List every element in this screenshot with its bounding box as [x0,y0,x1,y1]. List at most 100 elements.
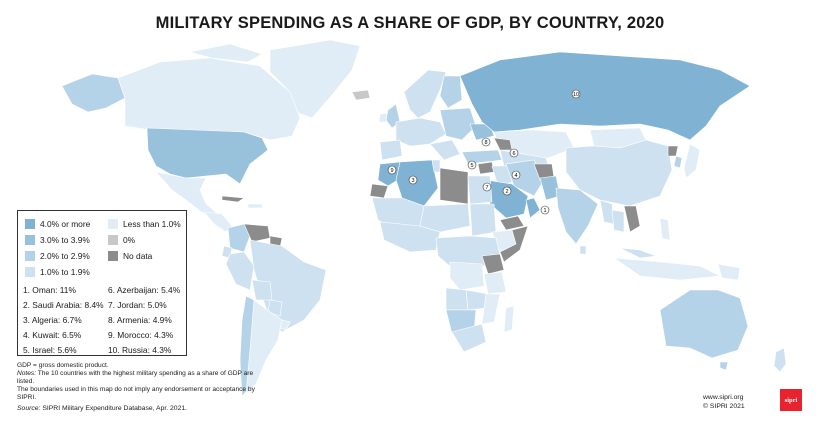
tasmania [719,361,729,371]
country-marker-5: 5 [467,160,477,170]
rank-item-5: 5. Israel: 5.6% [23,345,77,355]
legend-label: 2.0% to 2.9% [40,251,90,261]
malaysia [619,247,657,259]
iceland [351,89,371,101]
uruguay [279,319,291,331]
country-marker-2: 2 [502,186,512,196]
ireland [378,112,388,123]
legend-item-4-or-more: 4.0% or more [25,218,90,230]
india [555,187,599,245]
legend-swatch [25,267,35,277]
country-marker-6: 6 [509,148,519,158]
legend-item-zero: 0% [108,234,135,246]
logo-text: sipri [784,396,798,404]
legend-label: 4.0% or more [40,219,91,229]
iraq [491,165,513,187]
sipri-logo: sipri [780,389,802,411]
iran [505,159,545,197]
marker-label: 7 [485,185,488,191]
caucasus [493,137,513,151]
cuba [221,195,245,203]
legend-label: 0% [123,235,136,245]
legend-item-no-data: No data [108,250,152,262]
rank-item-3: 3. Algeria: 6.7% [23,315,82,325]
legend-swatch [108,235,118,245]
turkey [461,149,503,165]
legend-box: 4.0% or more 3.0% to 3.9% 2.0% to 2.9% 1… [17,210,187,356]
argentina [245,299,283,395]
legend-swatch [25,219,35,229]
colombia [227,223,251,253]
country-marker-3: 3 [408,175,418,185]
png [717,263,741,281]
country-marker-7: 7 [482,182,492,192]
sudan [469,203,497,237]
western-europe [395,117,447,147]
russia [459,51,751,141]
east-africa [481,253,505,275]
legend-label: 1.0% to 1.9% [40,267,90,277]
eastern-europe [439,107,477,141]
marker-label: 1 [543,208,546,214]
country-marker-4: 4 [511,170,521,180]
mozambique [481,293,501,325]
alaska [61,73,126,113]
copyright: © SIPRI 2021 [703,403,745,410]
philippines [659,217,671,241]
norway-sweden [403,69,447,119]
legend-item-1-to-1.9: 1.0% to 1.9% [25,266,90,278]
marker-label: 10 [573,92,579,98]
caribbean [247,203,263,209]
new-zealand [773,347,787,373]
western-sahara [369,183,389,199]
rank-item-10: 10. Russia: 4.3% [108,345,172,355]
australia [659,289,749,359]
legend-swatch [108,251,118,261]
laos-vietnam [623,205,641,233]
japan [683,143,701,179]
oman [525,197,541,219]
rank-item-2: 2. Saudi Arabia: 8.4% [23,300,104,310]
peru [225,251,255,291]
mexico [155,171,219,215]
credit-block: www.sipri.org © SIPRI 2021 [703,393,745,411]
indonesia [612,257,722,281]
marker-label: 6 [512,151,515,157]
rank-item-9: 9. Morocco: 4.3% [108,330,174,340]
legend-label: Less than 1.0% [123,219,181,229]
legend-swatch [108,219,118,229]
angola [445,287,469,311]
legend-swatch [25,251,35,261]
rank-item-1: 1. Oman: 11% [23,285,76,295]
country-marker-1: 1 [540,205,550,215]
notes-paragraph: Notes: The 10 countries with the highest… [17,370,257,386]
west-africa [379,221,441,253]
legend-label: No data [123,251,153,261]
boundaries-note: The boundaries used in this map do not i… [17,386,255,401]
marker-label: 2 [505,189,508,195]
marker-label: 8 [484,140,487,146]
bolivia [251,279,273,301]
sipri-url[interactable]: www.sipri.org [703,394,744,401]
source-text: SIPRI Military Expenditure Database, Apr… [42,405,188,412]
marker-label: 9 [390,168,393,174]
country-marker-9: 9 [387,165,397,175]
marker-label: 5 [470,163,473,169]
sri-lanka [579,245,587,255]
country-marker-10: 10 [571,89,581,99]
ukraine [469,123,495,141]
niger-chad [419,203,471,233]
rank-item-8: 8. Armenia: 4.9% [108,315,172,325]
marker-label: 4 [514,173,517,179]
drc [449,261,485,291]
legend-item-3-to-3.9: 3.0% to 3.9% [25,234,90,246]
legend-item-2-to-2.9: 2.0% to 2.9% [25,250,90,262]
legend-label: 3.0% to 3.9% [40,235,90,245]
source-line: Source: SIPRI Military Expenditure Datab… [17,405,187,412]
south-korea [673,155,683,169]
notes-block: GDP = gross domestic product. Notes: The… [17,362,257,402]
iberia [379,139,403,161]
south-africa [451,323,487,353]
notes-label: Notes: [17,370,37,377]
